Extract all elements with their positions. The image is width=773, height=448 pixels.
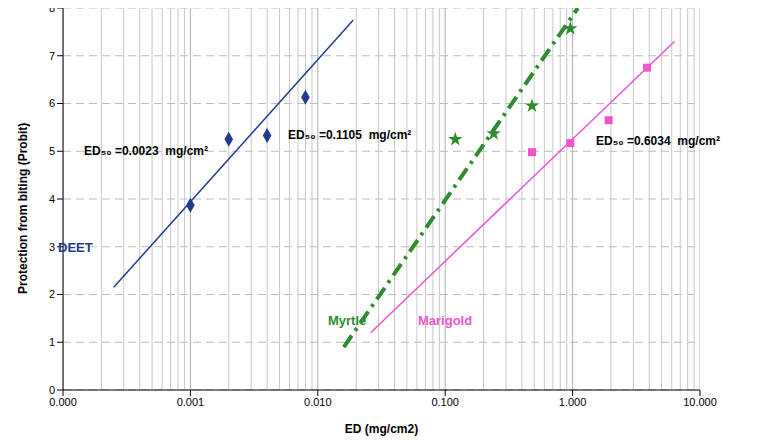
svg-text:6: 6 xyxy=(49,97,55,109)
svg-text:8: 8 xyxy=(49,8,55,14)
html-text:DEET: DEET xyxy=(58,240,93,255)
svg-text:2: 2 xyxy=(49,288,55,300)
svg-text:0: 0 xyxy=(49,384,55,396)
html-text:ED₅₀ =0.6034 mg/cm²: ED₅₀ =0.6034 mg/cm² xyxy=(596,134,720,148)
svg-text:5: 5 xyxy=(49,145,55,157)
svg-text:Protection from biting (Probit: Protection from biting (Probit) xyxy=(16,123,30,294)
svg-text:7: 7 xyxy=(49,50,55,62)
svg-text:4: 4 xyxy=(49,193,55,205)
svg-text:3: 3 xyxy=(49,241,55,253)
html-text:ED₅₀ =0.0023 mg/cm²: ED₅₀ =0.0023 mg/cm² xyxy=(84,144,208,158)
html-text:Myrtle: Myrtle xyxy=(328,313,367,328)
svg-text:ED (mg/cm2): ED (mg/cm2) xyxy=(345,422,418,436)
svg-text:0.000: 0.000 xyxy=(49,396,77,408)
svg-text:0.010: 0.010 xyxy=(304,396,332,408)
html-text:Marigold: Marigold xyxy=(418,313,473,328)
html-text:ED₅₀ =0.1105 mg/cm²: ED₅₀ =0.1105 mg/cm² xyxy=(288,128,412,142)
svg-text:1: 1 xyxy=(49,336,55,348)
svg-text:1.000: 1.000 xyxy=(559,396,587,408)
svg-text:0.001: 0.001 xyxy=(177,396,205,408)
svg-text:10.000: 10.000 xyxy=(683,396,717,408)
svg-text:0.100: 0.100 xyxy=(431,396,459,408)
